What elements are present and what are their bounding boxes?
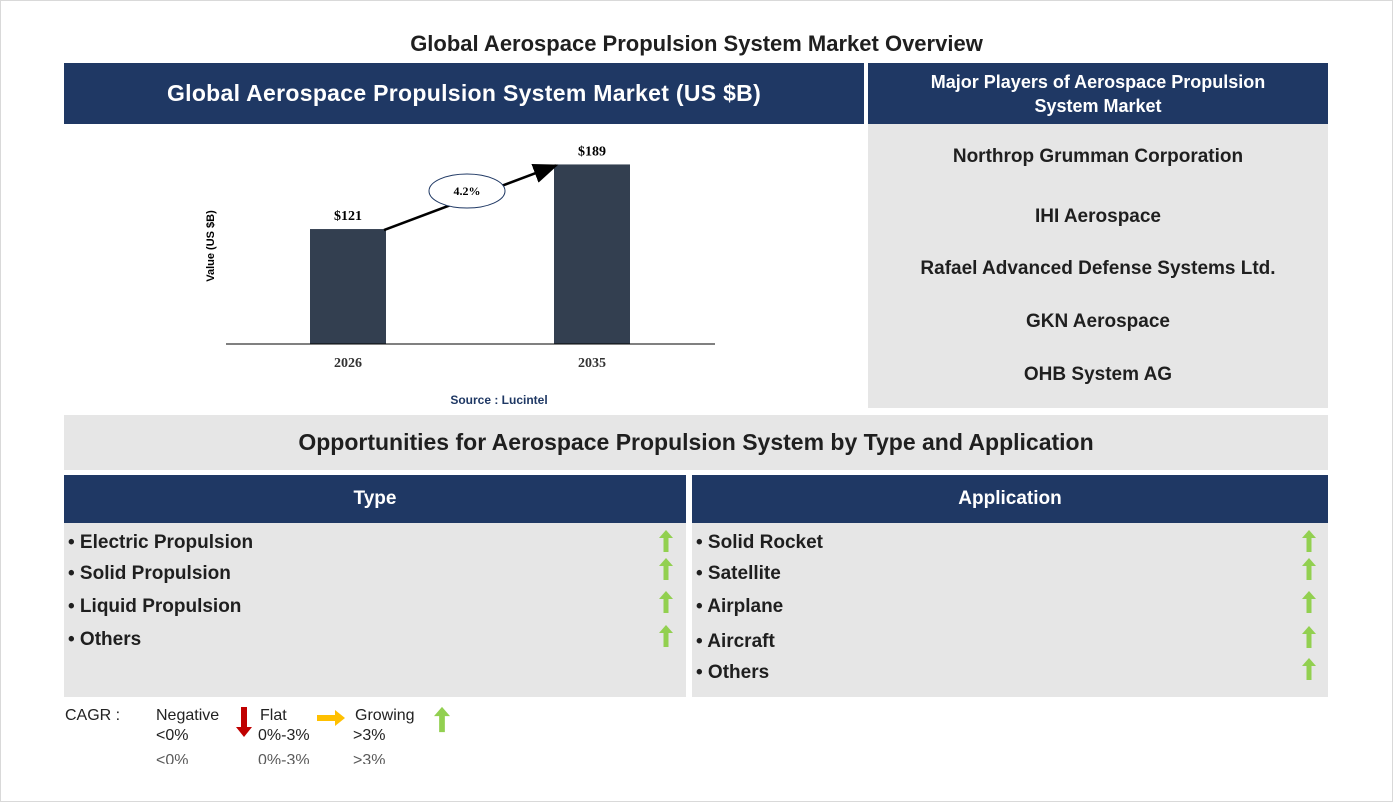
application-header: Application [692, 475, 1328, 523]
legend-flat-label: Flat [260, 707, 287, 724]
page-title: Global Aerospace Propulsion System Marke… [410, 31, 983, 56]
chart-source: Source : Lucintel [450, 393, 547, 407]
up-arrow-icon [434, 706, 450, 733]
application-item: • Aircraft [696, 631, 775, 652]
up-arrow-icon [1302, 626, 1316, 648]
cagr-legend: CAGR : Negative <0% <0% Flat 0%-3% 0%-3%… [64, 705, 484, 795]
x-tick-label: 2026 [334, 356, 362, 371]
bar-value-label: $121 [334, 209, 362, 224]
up-arrow-icon [1302, 658, 1316, 680]
legend-growing-label: Growing [355, 707, 415, 724]
y-axis-label: Value (US $B) [205, 210, 217, 282]
type-item: • Electric Propulsion [68, 532, 254, 553]
opportunities-title: Opportunities for Aerospace Propulsion S… [64, 415, 1328, 470]
cagr-label: 4.2% [454, 184, 481, 198]
player-item: Rafael Advanced Defense Systems Ltd. [920, 258, 1276, 279]
bar-value-label: $189 [578, 144, 606, 159]
up-arrow-icon [659, 558, 673, 580]
up-arrow-icon [659, 530, 673, 552]
player-item: Northrop Grumman Corporation [952, 146, 1244, 167]
application-item: • Others [696, 662, 770, 683]
legend-flat-range-echo: 0%-3% [258, 752, 310, 764]
application-item: • Airplane [696, 596, 784, 617]
bar-2026 [310, 229, 386, 344]
type-item: • Liquid Propulsion [68, 596, 242, 617]
right-arrow-icon [317, 710, 345, 726]
up-arrow-icon [659, 591, 673, 613]
application-panel: • Solid Rocket • Satellite • Airplane • … [692, 523, 1328, 697]
player-item: IHI Aerospace [1034, 206, 1161, 227]
legend-growing-range-echo: >3% [353, 752, 386, 764]
player-item: OHB System AG [1023, 364, 1173, 385]
application-item: • Satellite [696, 563, 781, 584]
market-bar-chart: $121 2026 $189 2035 4.2% Value (US $B) Sour… [205, 144, 715, 407]
player-item: GKN Aerospace [1026, 311, 1170, 332]
legend-negative-range-echo: <0% [156, 752, 189, 764]
type-header: Type [64, 475, 686, 523]
legend-growing-range: >3% [353, 727, 386, 744]
players-panel: Northrop Grumman Corporation IHI Aerospa… [868, 124, 1328, 408]
legend-negative-range: <0% [156, 727, 189, 744]
bar-2035 [554, 164, 630, 344]
down-arrow-icon [236, 707, 252, 737]
up-arrow-icon [1302, 591, 1316, 613]
type-item: • Others [68, 629, 142, 650]
up-arrow-icon [659, 625, 673, 647]
legend-negative-label: Negative [156, 707, 220, 724]
application-item: • Solid Rocket [696, 532, 824, 553]
up-arrow-icon [1302, 530, 1316, 552]
cagr-bubble [428, 173, 506, 209]
players-header: Major Players of Aerospace Propulsion Sy… [868, 63, 1328, 124]
chart-panel-header: Global Aerospace Propulsion System Marke… [64, 63, 864, 124]
type-item: • Solid Propulsion [68, 563, 231, 584]
up-arrow-icon [1302, 558, 1316, 580]
cagr-legend-label: CAGR : [65, 707, 121, 724]
x-tick-label: 2035 [578, 356, 606, 371]
type-panel: • Electric Propulsion • Solid Propulsion… [64, 523, 686, 697]
legend-flat-range: 0%-3% [258, 727, 310, 744]
